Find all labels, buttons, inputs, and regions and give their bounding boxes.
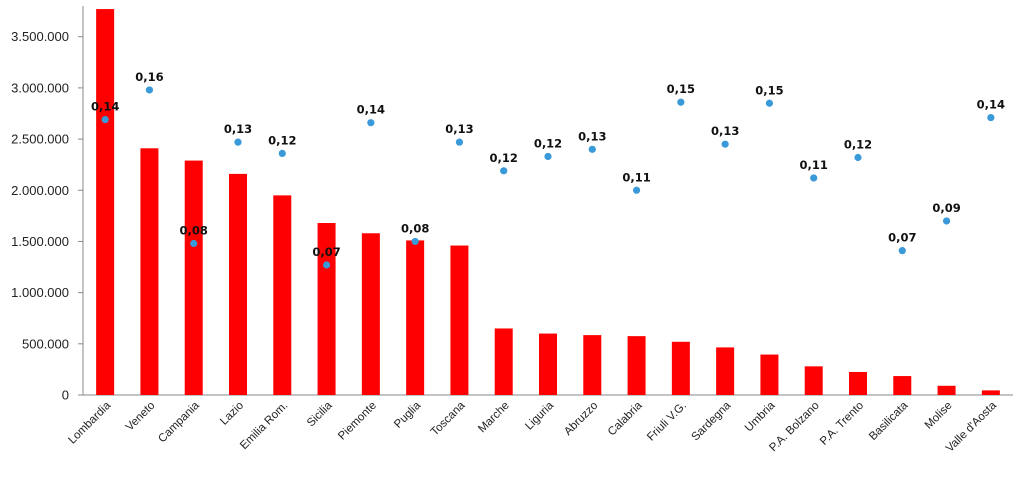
- data-point: [854, 153, 862, 162]
- data-point-label: 0,15: [667, 82, 695, 96]
- point-labels: 0,14 0,16 0,08 0,13 0,12 0,07 0,14 0,08 0,13 0,12…: [91, 70, 1005, 259]
- data-point: [677, 98, 685, 106]
- bar: [361, 233, 380, 395]
- bar: [716, 347, 735, 395]
- x-tick-label: P.A. Trento: [818, 400, 866, 448]
- x-tick-label: Veneto: [124, 400, 158, 434]
- data-point: [101, 116, 109, 124]
- data-point-label: 0,09: [932, 201, 960, 215]
- data-point: [411, 237, 419, 246]
- bar: [140, 148, 159, 395]
- data-point-label: 0,12: [534, 136, 562, 150]
- y-tick-label: 500.000: [22, 336, 69, 351]
- x-tick-label: Toscana: [429, 399, 468, 438]
- data-point: [810, 174, 818, 182]
- x-tick-label: Puglia: [392, 399, 424, 431]
- data-point-label: 0,14: [977, 98, 1005, 112]
- y-tick-label: 1.500.000: [11, 234, 69, 249]
- bar: [937, 385, 956, 395]
- data-point-label: 0,11: [800, 158, 828, 172]
- data-point-label: 0,13: [578, 129, 606, 143]
- data-point: [190, 239, 198, 248]
- data-point: [145, 86, 154, 94]
- data-point: [721, 140, 729, 148]
- data-point: [588, 145, 596, 153]
- data-point-label: 0,12: [490, 151, 518, 165]
- bar: [229, 173, 247, 395]
- bar: [583, 335, 602, 395]
- data-point: [765, 99, 774, 107]
- x-tick-label: Calabria: [606, 399, 645, 438]
- bar: [760, 354, 779, 395]
- data-point: [367, 119, 375, 127]
- data-point-label: 0,15: [755, 83, 783, 97]
- x-tick-label: Sardegna: [690, 399, 734, 443]
- bar: [273, 195, 292, 395]
- bar: [450, 245, 469, 395]
- bar: [804, 366, 823, 395]
- bar: [96, 9, 115, 396]
- x-tick-label: Campania: [156, 399, 202, 445]
- x-tick-label: Friuli V.G.: [645, 400, 689, 444]
- data-point: [898, 247, 906, 255]
- bar: [849, 371, 867, 395]
- data-point: [500, 167, 508, 175]
- x-tick-label: Molise: [923, 400, 955, 432]
- bar: [539, 333, 557, 395]
- x-tick-label: Piemonte: [336, 400, 379, 443]
- x-tick-label: Emilia Rom.: [238, 400, 290, 452]
- data-point-label: 0,07: [888, 231, 916, 245]
- y-tick-label: 3.500.000: [11, 29, 69, 44]
- data-point-label: 0,07: [312, 245, 340, 259]
- y-tick-label: 0: [62, 388, 69, 403]
- data-point: [278, 149, 286, 158]
- data-point: [234, 138, 242, 146]
- y-axis-ticks: 0 500.000 1.000.000 1.500.000 2.000.000 2.500…: [11, 29, 83, 403]
- data-point-label: 0,08: [180, 223, 208, 237]
- x-tick-label: Lombardia: [66, 399, 113, 446]
- data-point-label: 0,13: [224, 122, 252, 136]
- data-point-label: 0,12: [844, 138, 872, 152]
- x-tick-label: Lazio: [218, 400, 246, 428]
- y-tick-label: 2.000.000: [11, 183, 69, 198]
- data-point-label: 0,13: [711, 124, 739, 138]
- data-point-label: 0,08: [401, 221, 429, 235]
- bar: [406, 240, 425, 395]
- x-tick-label: Abruzzo: [562, 400, 600, 438]
- data-point: [322, 261, 331, 269]
- bar: [184, 160, 203, 395]
- data-point: [632, 186, 641, 194]
- data-point-label: 0,11: [622, 170, 650, 184]
- x-tick-label: Marche: [476, 400, 512, 436]
- data-point: [942, 217, 951, 225]
- x-tick-label: Umbria: [743, 399, 778, 434]
- bar: [494, 328, 513, 395]
- data-point-label: 0,14: [91, 100, 119, 114]
- data-point-label: 0,12: [268, 133, 296, 147]
- bar: [893, 376, 912, 395]
- point-series: [101, 86, 995, 269]
- data-point-label: 0,14: [357, 103, 385, 117]
- bar: [627, 336, 646, 395]
- bar: [671, 341, 690, 395]
- data-point: [544, 152, 552, 161]
- y-tick-label: 1.000.000: [11, 285, 69, 300]
- data-point: [987, 113, 995, 122]
- y-tick-label: 2.500.000: [11, 132, 69, 147]
- x-tick-label: Sicilia: [305, 399, 335, 429]
- data-point-label: 0,13: [445, 122, 473, 136]
- y-tick-label: 3.000.000: [11, 80, 69, 95]
- bar: [317, 223, 336, 395]
- bar-series: [96, 9, 1000, 396]
- data-point-label: 0,16: [135, 70, 163, 84]
- data-point: [455, 138, 464, 146]
- bar: [981, 390, 1000, 395]
- x-tick-label: Liguria: [523, 399, 556, 432]
- x-tick-label: Basilicata: [867, 399, 911, 443]
